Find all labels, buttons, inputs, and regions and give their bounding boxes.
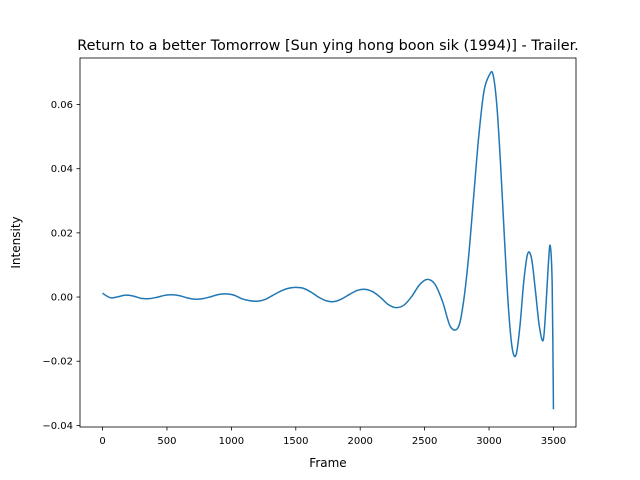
chart-title: Return to a better Tomorrow [Sun ying ho… — [77, 38, 578, 54]
series-line — [102, 70, 555, 410]
y-tick-label: 0.00 — [51, 293, 73, 304]
y-tick-label: 0.02 — [51, 228, 73, 239]
x-tick-label: 0 — [99, 436, 105, 447]
y-tick-label: −0.04 — [42, 421, 73, 432]
x-tick-label: 2500 — [412, 436, 437, 447]
x-tick-label: 3500 — [541, 436, 566, 447]
y-axis-ticks: −0.04 −0.02 0.00 0.02 0.04 0.06 — [42, 100, 80, 432]
y-axis-label: Intensity — [9, 216, 23, 268]
x-axis-ticks: 0 500 1000 1500 2000 2500 3000 3500 — [99, 427, 566, 447]
plot-frame — [79, 57, 577, 428]
x-tick-label: 3000 — [476, 436, 501, 447]
x-tick-label: 2000 — [347, 436, 372, 447]
y-tick-label: −0.02 — [42, 357, 73, 368]
x-tick-label: 1500 — [283, 436, 308, 447]
x-tick-label: 500 — [157, 436, 176, 447]
x-axis-label: Frame — [309, 456, 346, 470]
x-tick-label: 1000 — [219, 436, 244, 447]
series-layer — [102, 70, 555, 410]
y-tick-label: 0.06 — [51, 100, 73, 111]
y-tick-label: 0.04 — [51, 164, 73, 175]
